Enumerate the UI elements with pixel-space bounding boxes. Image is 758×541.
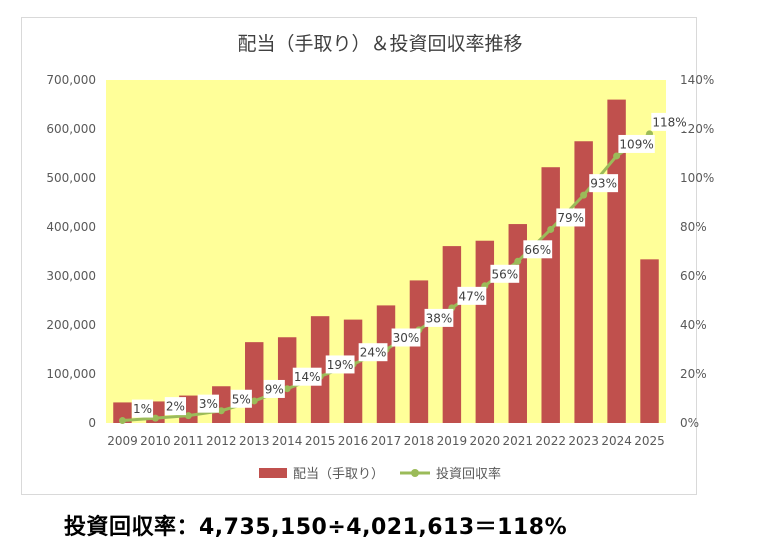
y-right-tick-label: 60% — [680, 269, 707, 283]
line-data-label: 1% — [133, 402, 152, 416]
line-point-2010 — [151, 414, 159, 422]
line-data-label: 2% — [166, 400, 185, 414]
legend: 配当（手取り） 投資回収率 — [259, 466, 501, 482]
y-left-tick-label: 100,000 — [46, 367, 96, 381]
y-left-tick-label: 300,000 — [46, 269, 96, 283]
x-tick-label: 2017 — [371, 434, 402, 448]
line-data-label: 47% — [459, 289, 486, 303]
line-label-box — [490, 264, 520, 283]
bar-2013 — [245, 342, 264, 423]
x-axis: 2009 2010 2011 2012 2013 2014 2015 2016 2017 2018… — [107, 434, 665, 448]
line-point-2013 — [250, 397, 258, 405]
line-point-2022 — [547, 225, 555, 233]
legend-label-bar: 配当（手取り） — [293, 467, 384, 482]
line-point-2012 — [217, 407, 225, 415]
x-tick-label: 2024 — [601, 434, 632, 448]
x-tick-label: 2020 — [470, 434, 501, 448]
y-left-tick-label: 700,000 — [46, 73, 96, 87]
line-series: 1% 2% 3% 5% 9% 14% 19% 24% 30% 38% 47% 56% 66% 79% 93%… — [118, 112, 688, 425]
x-tick-label: 2021 — [502, 434, 533, 448]
line-point-2021 — [514, 257, 522, 265]
bar-2018 — [409, 280, 429, 423]
line-data-label: 19% — [327, 358, 354, 372]
footer-formula: 投資回収率：4,735,150÷4,021,613＝118% — [64, 515, 568, 540]
y-left-tick-label: 600,000 — [46, 122, 96, 136]
x-tick-label: 2015 — [305, 434, 336, 448]
bar-2025 — [640, 259, 659, 423]
x-tick-label: 2009 — [107, 434, 138, 448]
x-tick-label: 2011 — [173, 434, 204, 448]
line-label-box — [358, 343, 388, 362]
line-data-label: 38% — [426, 311, 453, 325]
x-tick-label: 2012 — [206, 434, 237, 448]
x-tick-label: 2016 — [338, 434, 369, 448]
line-label-box — [197, 394, 219, 413]
x-tick-label: 2022 — [535, 434, 566, 448]
line-point-2024 — [613, 152, 621, 160]
line-data-label: 24% — [360, 346, 387, 360]
line-label-box — [263, 379, 285, 398]
y-right-tick-label: 120% — [680, 122, 714, 136]
line-data-label: 30% — [393, 331, 420, 345]
x-tick-label: 2025 — [634, 434, 665, 448]
y-right-tick-label: 40% — [680, 318, 707, 332]
chart: 配当（手取り）＆投資回収率推移 0 100,000 200,000 300,000 40… — [46, 33, 714, 482]
line-data-label: 118% — [652, 115, 686, 129]
y-left-tick-label: 200,000 — [46, 318, 96, 332]
line-data-label: 93% — [590, 177, 617, 191]
bar-2009 — [113, 402, 132, 423]
line-label-box — [292, 367, 322, 386]
y-axis-left: 0 100,000 200,000 300,000 400,000 500,000 600,… — [46, 73, 96, 430]
y-right-tick-label: 20% — [680, 367, 707, 381]
line-point-2014 — [283, 385, 291, 393]
line-data-label: 79% — [557, 211, 584, 225]
y-left-tick-label: 500,000 — [46, 171, 96, 185]
line-point-2011 — [184, 412, 192, 420]
y-left-tick-label: 0 — [88, 416, 96, 430]
y-right-tick-label: 0% — [680, 416, 699, 430]
line-data-label: 66% — [524, 243, 551, 257]
chart-title: 配当（手取り）＆投資回収率推移 — [237, 33, 522, 55]
y-right-tick-label: 100% — [680, 171, 714, 185]
line-label-box — [391, 328, 421, 347]
line-data-label: 9% — [265, 382, 284, 396]
line-label-box — [424, 308, 454, 327]
line-label-box — [651, 112, 688, 131]
line-point-2023 — [580, 191, 588, 199]
line-data-label: 14% — [294, 370, 321, 384]
line-label-box — [457, 286, 487, 305]
legend-swatch-marker — [411, 469, 419, 477]
line-data-label: 5% — [232, 392, 251, 406]
x-tick-label: 2018 — [404, 434, 435, 448]
line-label-box — [230, 389, 252, 408]
bar-2022 — [541, 167, 560, 423]
x-tick-label: 2010 — [140, 434, 171, 448]
y-left-tick-label: 400,000 — [46, 220, 96, 234]
line-label-box — [523, 240, 553, 259]
x-tick-label: 2019 — [437, 434, 468, 448]
bar-2019 — [442, 246, 462, 423]
y-right-tick-label: 140% — [680, 73, 714, 87]
x-tick-label: 2014 — [272, 434, 303, 448]
x-tick-label: 2013 — [239, 434, 270, 448]
line-label-box — [589, 174, 619, 193]
line-data-label: 3% — [199, 397, 218, 411]
y-right-tick-label: 80% — [680, 220, 707, 234]
y-axis-right: 0% 20% 40% 60% 80% 100% 120% 140% — [680, 73, 714, 430]
line-point-2009 — [118, 417, 126, 425]
bar-2014 — [277, 337, 297, 423]
legend-label-line: 投資回収率 — [436, 466, 501, 482]
x-tick-label: 2023 — [568, 434, 599, 448]
line-label-box — [618, 134, 655, 153]
bar-2020 — [475, 240, 495, 423]
line-label-box — [325, 355, 355, 374]
legend-swatch-bar — [259, 468, 287, 478]
line-label-box — [131, 399, 154, 418]
line-data-label: 56% — [491, 267, 518, 281]
line-label-box — [164, 397, 187, 416]
line-label-box — [556, 208, 586, 227]
bar-2017 — [376, 305, 396, 423]
line-data-label: 109% — [619, 137, 653, 151]
